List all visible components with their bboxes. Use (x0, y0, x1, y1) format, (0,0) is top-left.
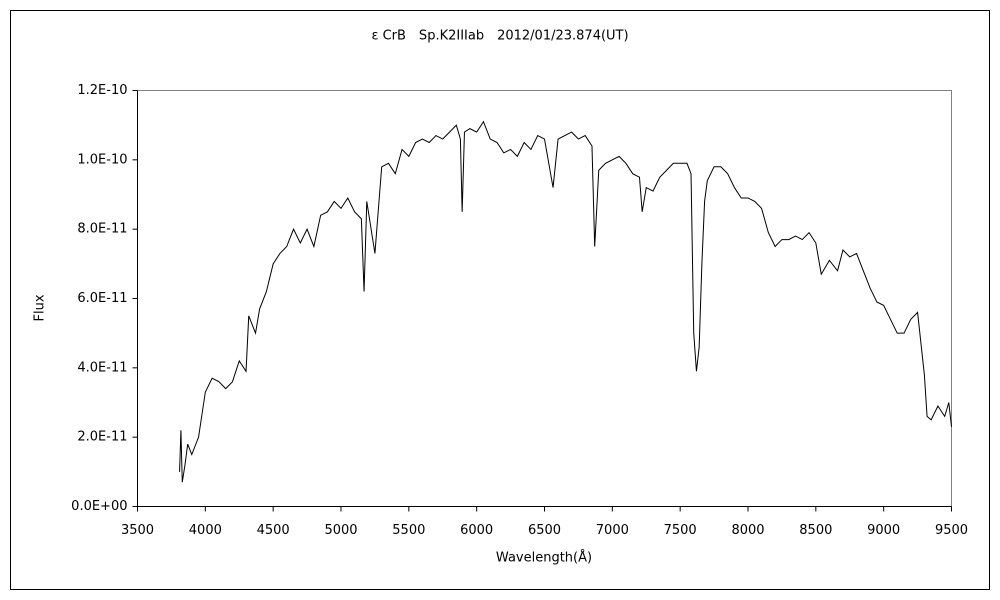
y-tick-label: 1.0E-10 (77, 152, 127, 167)
x-tick-label: 3500 (121, 523, 154, 538)
spectrum-line (179, 120, 952, 483)
x-axis-label: Wavelength(Å) (496, 550, 592, 566)
y-tick-label: 1.2E-10 (77, 83, 127, 98)
y-tick-label: 0.0E+00 (71, 499, 127, 514)
y-tick-label: 2.0E-11 (77, 430, 127, 445)
x-tick-label: 4500 (257, 523, 290, 538)
x-tick-label: 9500 (935, 523, 968, 538)
x-tick-label: 4000 (189, 523, 222, 538)
x-tick-label: 5000 (324, 523, 357, 538)
y-tick-label: 6.0E-11 (77, 291, 127, 306)
chart-title: ε CrB Sp.K2IIIab 2012/01/23.874(UT) (371, 29, 628, 44)
plot-area (137, 90, 952, 507)
y-tick-label: 8.0E-11 (77, 222, 127, 237)
x-tick-label: 8000 (731, 523, 764, 538)
x-tick-label: 7500 (664, 523, 697, 538)
x-tick-label: 6000 (460, 523, 493, 538)
x-tick-label: 5500 (392, 523, 425, 538)
y-axis-label: Flux (33, 294, 48, 321)
y-tick-label: 4.0E-11 (77, 360, 127, 375)
x-tick-label: 7000 (596, 523, 629, 538)
x-tick-label: 8500 (799, 523, 832, 538)
x-tick-label: 6500 (528, 523, 561, 538)
x-tick-label: 9000 (867, 523, 900, 538)
